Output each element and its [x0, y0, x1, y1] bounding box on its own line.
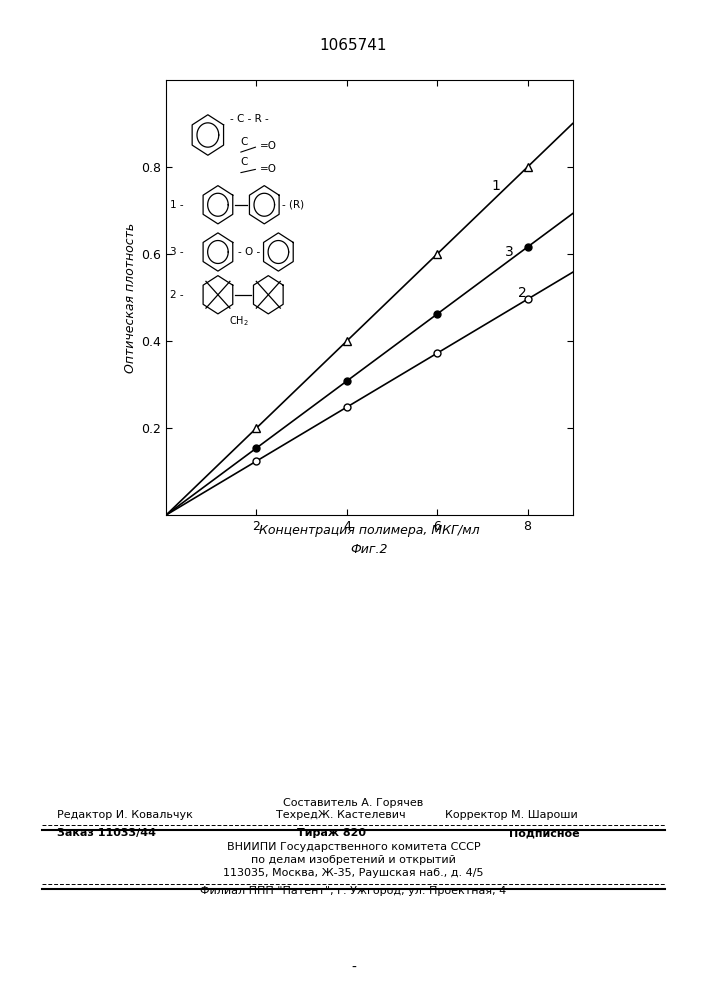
- Text: Тираж 820: Тираж 820: [297, 828, 366, 838]
- Text: Корректор М. Шароши: Корректор М. Шароши: [445, 810, 578, 820]
- Text: C: C: [240, 157, 247, 167]
- Text: 1065741: 1065741: [320, 38, 387, 53]
- Y-axis label: Оптическая плотность: Оптическая плотность: [124, 222, 137, 373]
- Text: 2 -: 2 -: [170, 290, 183, 300]
- Text: ВНИИПИ Государственного комитета СССР: ВНИИПИ Государственного комитета СССР: [227, 842, 480, 852]
- Text: Филиал ППП "Патент", г. Ужгород, ул. Проектная, 4: Филиал ППП "Патент", г. Ужгород, ул. Про…: [200, 886, 507, 896]
- Text: по делам изобретений и открытий: по делам изобретений и открытий: [251, 855, 456, 865]
- Text: ТехредЖ. Кастелевич: ТехредЖ. Кастелевич: [276, 810, 405, 820]
- Text: =O: =O: [260, 141, 277, 151]
- Text: 1: 1: [491, 179, 501, 193]
- Text: Редактор И. Ковальчук: Редактор И. Ковальчук: [57, 810, 192, 820]
- Text: 113035, Москва, Ж-35, Раушская наб., д. 4/5: 113035, Москва, Ж-35, Раушская наб., д. …: [223, 868, 484, 878]
- Text: 3 -: 3 -: [170, 247, 183, 257]
- Text: 1 -: 1 -: [170, 200, 183, 210]
- Text: CH$_2$: CH$_2$: [229, 314, 249, 328]
- Text: - O -: - O -: [238, 247, 260, 257]
- Text: Фиг.2: Фиг.2: [351, 543, 388, 556]
- Text: =O: =O: [260, 164, 277, 174]
- Text: 3: 3: [505, 245, 514, 259]
- Text: Составитель А. Горячев: Составитель А. Горячев: [284, 798, 423, 808]
- Text: -: -: [351, 961, 356, 975]
- Text: C: C: [240, 137, 247, 147]
- Text: - (R): - (R): [282, 200, 305, 210]
- Text: 2: 2: [518, 286, 527, 300]
- Text: Концентрация полимера, МКГ/мл: Концентрация полимера, МКГ/мл: [259, 524, 480, 537]
- Text: - C - R -: - C - R -: [230, 114, 269, 124]
- Text: Заказ 11033/44: Заказ 11033/44: [57, 828, 156, 838]
- Text: Подписное: Подписное: [509, 828, 580, 838]
